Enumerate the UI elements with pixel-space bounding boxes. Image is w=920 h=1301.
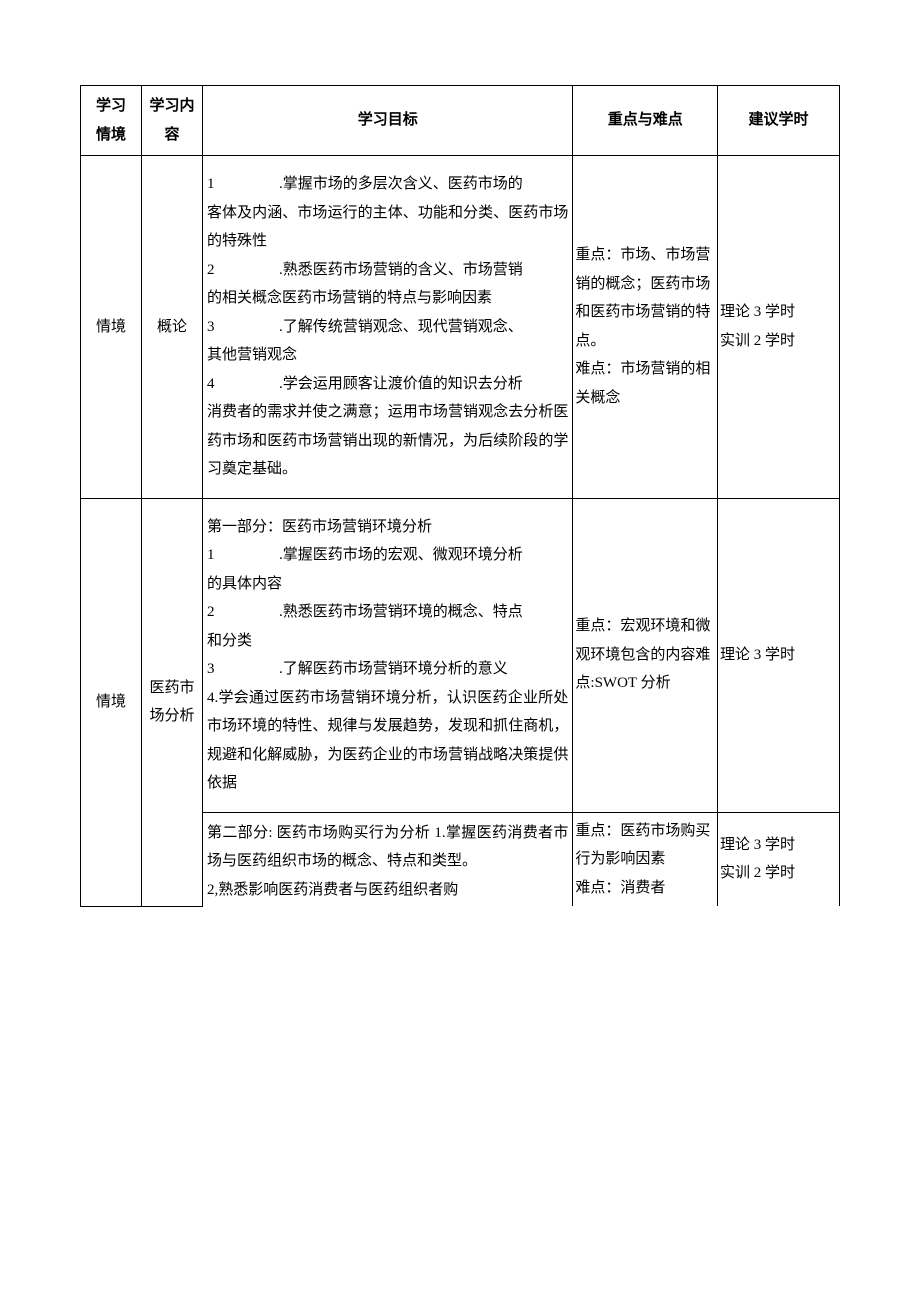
item-lead: .了解医药市场营销环境分析的意义 bbox=[279, 655, 568, 684]
text-line: 重点：市场、市场营销的概念；医药市场和医药市场营销的特点。 bbox=[575, 241, 715, 355]
item-continuation: 和分类 bbox=[207, 627, 568, 656]
item-lead: .熟悉医药市场营销的含义、市场营销 bbox=[279, 256, 568, 285]
text-line: 难点：市场营销的相关概念 bbox=[575, 355, 715, 412]
objective-item: 1 .掌握医药市场的宏观、微观环境分析 bbox=[207, 541, 568, 570]
keypoints-cell: 重点：市场、市场营销的概念；医药市场和医药市场营销的特点。难点：市场营销的相关概… bbox=[573, 156, 718, 499]
plain-line: 2,熟悉影响医药消费者与医药组织者购 bbox=[207, 876, 568, 905]
keypoints-cell: 重点：宏观环境和微观环境包含的内容难点:SWOT 分析 bbox=[573, 498, 718, 812]
item-lead: .熟悉医药市场营销环境的概念、特点 bbox=[279, 598, 568, 627]
item-number: 1 bbox=[207, 170, 219, 199]
header-content: 学习内容 bbox=[141, 86, 202, 156]
section-heading: 第一部分：医药市场营销环境分析 bbox=[207, 513, 568, 542]
table-row: 情境 医药市场分析 第一部分：医药市场营销环境分析1.掌握医药市场的宏观、微观环… bbox=[81, 498, 840, 812]
text-line: 理论 3 学时 bbox=[720, 641, 837, 670]
scene-cell: 情境 bbox=[81, 498, 142, 906]
item-continuation: 的具体内容 bbox=[207, 570, 568, 599]
hours-cell: 理论 3 学时 bbox=[717, 498, 839, 812]
header-scene-l1: 学习 bbox=[96, 98, 126, 114]
item-lead: .掌握市场的多层次含义、医药市场的 bbox=[279, 170, 568, 199]
item-continuation: 其他营销观念 bbox=[207, 341, 568, 370]
objective-item: 3 .了解传统营销观念、现代营销观念、 bbox=[207, 313, 568, 342]
table-header-row: 学习 情境 学习内容 学习目标 重点与难点 建议学时 bbox=[81, 86, 840, 156]
item-number: 3 bbox=[207, 655, 219, 684]
hours-cell: 理论 3 学时实训 2 学时 bbox=[717, 812, 839, 906]
table-row: 情境 概论 1 .掌握市场的多层次含义、医药市场的客体及内涵、市场运行的主体、功能… bbox=[81, 156, 840, 499]
item-number: 2 bbox=[207, 598, 219, 627]
text-line: 重点：宏观环境和微观环境包含的内容难点:SWOT 分析 bbox=[575, 612, 715, 698]
text-line: 难点：消费者 bbox=[575, 874, 715, 903]
objective-item: 4 .学会运用顾客让渡价值的知识去分析 bbox=[207, 370, 568, 399]
objective-item: 3 .了解医药市场营销环境分析的意义 bbox=[207, 655, 568, 684]
item-number: 4 bbox=[207, 370, 219, 399]
header-keypoints: 重点与难点 bbox=[573, 86, 718, 156]
scene-cell: 情境 bbox=[81, 156, 142, 499]
text-line: 理论 3 学时 bbox=[720, 298, 837, 327]
plain-line: 第二部分: 医药市场购买行为分析 1.掌握医药消费者市场与医药组织市场的概念、特… bbox=[207, 819, 568, 876]
curriculum-table: 学习 情境 学习内容 学习目标 重点与难点 建议学时 情境 概论 1 .掌握市场的… bbox=[80, 85, 840, 907]
item-lead: .了解传统营销观念、现代营销观念、 bbox=[279, 313, 568, 342]
item-number: 1 bbox=[207, 541, 219, 570]
text-line: 理论 3 学时 bbox=[720, 831, 837, 860]
hours-cell: 理论 3 学时实训 2 学时 bbox=[717, 156, 839, 499]
header-objectives: 学习目标 bbox=[202, 86, 572, 156]
item-continuation: 的相关概念医药市场营销的特点与影响因素 bbox=[207, 284, 568, 313]
header-scene-l2: 情境 bbox=[96, 127, 126, 143]
objectives-cell: 第一部分：医药市场营销环境分析1 .掌握医药市场的宏观、微观环境分析的具体内容2.… bbox=[202, 498, 572, 812]
content-cell: 概论 bbox=[141, 156, 202, 499]
text-line: 实训 2 学时 bbox=[720, 327, 837, 356]
item-trailing: 4.学会通过医药市场营销环境分析，认识医药企业所处市场环境的特性、规律与发展趋势… bbox=[207, 684, 568, 798]
header-scene: 学习 情境 bbox=[81, 86, 142, 156]
item-lead: .学会运用顾客让渡价值的知识去分析 bbox=[279, 370, 568, 399]
item-number: 3 bbox=[207, 313, 219, 342]
content-cell: 医药市场分析 bbox=[141, 498, 202, 906]
objective-item: 1 .掌握市场的多层次含义、医药市场的 bbox=[207, 170, 568, 199]
objectives-cell: 1 .掌握市场的多层次含义、医药市场的客体及内涵、市场运行的主体、功能和分类、医药… bbox=[202, 156, 572, 499]
text-line: 重点：医药市场购买行为影响因素 bbox=[575, 817, 715, 874]
item-number: 2 bbox=[207, 256, 219, 285]
header-hours: 建议学时 bbox=[717, 86, 839, 156]
text-line: 实训 2 学时 bbox=[720, 859, 837, 888]
objective-item: 2 .熟悉医药市场营销环境的概念、特点 bbox=[207, 598, 568, 627]
item-continuation: 客体及内涵、市场运行的主体、功能和分类、医药市场的特殊性 bbox=[207, 199, 568, 256]
objective-item: 2 .熟悉医药市场营销的含义、市场营销 bbox=[207, 256, 568, 285]
objectives-cell: 第二部分: 医药市场购买行为分析 1.掌握医药消费者市场与医药组织市场的概念、特… bbox=[202, 812, 572, 906]
item-continuation: 消费者的需求并使之满意；运用市场营销观念去分析医药市场和医药市场营销出现的新情况… bbox=[207, 398, 568, 484]
keypoints-cell: 重点：医药市场购买行为影响因素难点：消费者 bbox=[573, 812, 718, 906]
item-lead: .掌握医药市场的宏观、微观环境分析 bbox=[279, 541, 568, 570]
